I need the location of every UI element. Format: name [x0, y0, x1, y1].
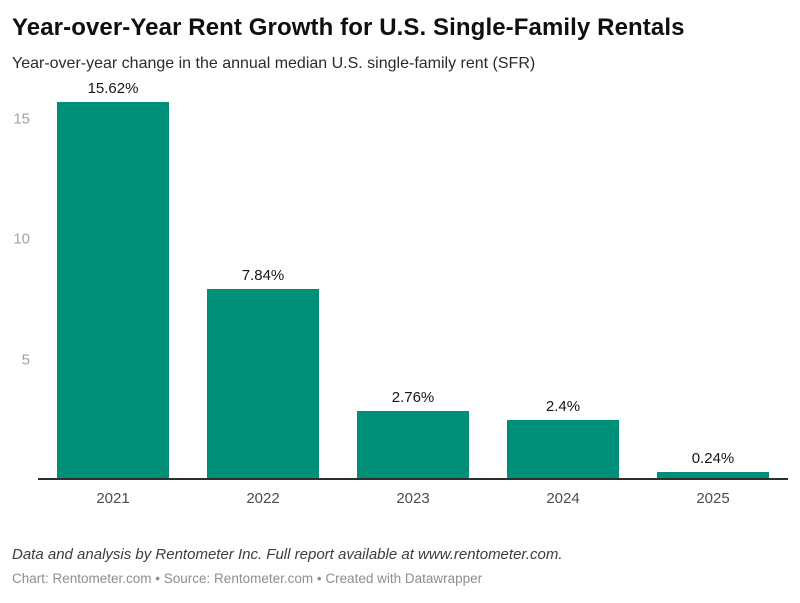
bar [206, 289, 320, 478]
y-axis-ticks: 5 10 15 [12, 77, 30, 480]
chart-subtitle: Year-over-year change in the annual medi… [12, 54, 536, 72]
bar-column: 7.84% [188, 77, 338, 478]
chart-byline: Chart: Rentometer.com • Source: Rentomet… [12, 571, 483, 586]
bar-value-label: 7.84% [241, 267, 285, 285]
bar [506, 420, 620, 478]
y-tick-label: 5 [21, 351, 30, 368]
plot-area: 15.62% 7.84% 2.76% 2.4% 0.24% [38, 77, 788, 480]
bar [56, 101, 170, 478]
bar-value-label: 0.24% [691, 450, 735, 468]
x-axis-label: 2025 [696, 489, 730, 507]
chart-title: Year-over-Year Rent Growth for U.S. Sing… [12, 14, 685, 41]
x-axis-label: 2024 [546, 489, 580, 507]
bar-column: 2.76% [338, 77, 488, 478]
bar [356, 411, 470, 478]
bar-column: 2.4% [488, 77, 638, 478]
y-tick-label: 15 [13, 110, 30, 128]
bar-value-label: 2.76% [391, 389, 435, 407]
x-axis-labels: 2021 2022 2023 2024 2025 [38, 482, 788, 507]
x-axis-label: 2023 [396, 489, 430, 507]
bar-value-label: 15.62% [87, 79, 139, 97]
bar-chart: 5 10 15 15.62% 7.84% 2.76% 2.4% 0.24% 2021 2022… [12, 77, 788, 508]
chart-footer: Data and analysis by Rentometer Inc. Ful… [12, 546, 788, 586]
x-axis-label: 2021 [96, 489, 130, 507]
chart-note: Data and analysis by Rentometer Inc. Ful… [12, 546, 563, 563]
y-tick-label: 10 [13, 230, 30, 248]
bars-row: 15.62% 7.84% 2.76% 2.4% 0.24% [38, 77, 788, 478]
bar [656, 472, 770, 478]
bar-column: 15.62% [38, 77, 188, 478]
bar-value-label: 2.4% [545, 398, 581, 416]
bar-column: 0.24% [638, 77, 788, 478]
x-axis-label: 2022 [246, 489, 280, 507]
